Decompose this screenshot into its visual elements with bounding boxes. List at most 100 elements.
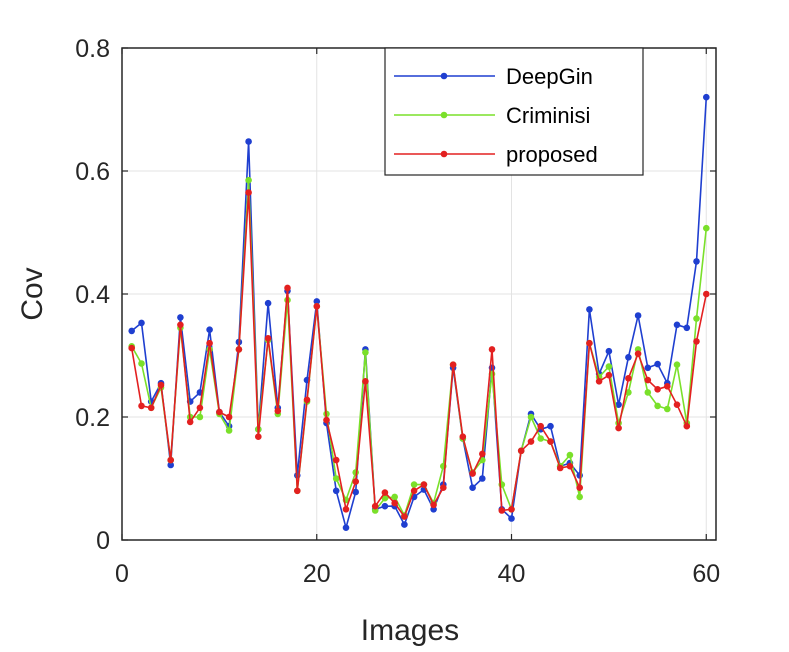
data-point-proposed xyxy=(138,402,145,410)
data-point-deepgin xyxy=(469,484,476,492)
data-point-proposed xyxy=(313,303,321,310)
data-point-criminisi xyxy=(138,360,145,367)
y-tick-label: 0 xyxy=(96,527,110,555)
y-tick-label: 0.4 xyxy=(75,281,110,309)
legend-label-deepgin: DeepGin xyxy=(506,64,593,89)
data-point-proposed xyxy=(664,383,671,390)
data-point-deepgin xyxy=(615,401,622,409)
data-point-deepgin xyxy=(479,475,486,482)
data-point-proposed xyxy=(147,404,155,412)
data-point-deepgin xyxy=(547,422,554,430)
data-point-proposed xyxy=(488,346,496,353)
data-point-proposed xyxy=(703,290,710,298)
data-point-proposed xyxy=(517,447,525,455)
x-tick-label: 0 xyxy=(115,560,129,588)
data-point-proposed xyxy=(362,378,369,385)
data-point-proposed xyxy=(556,464,564,472)
data-point-deepgin xyxy=(703,93,710,101)
data-point-proposed xyxy=(332,456,340,464)
data-point-proposed xyxy=(634,350,642,358)
data-point-deepgin xyxy=(625,354,632,361)
data-point-criminisi xyxy=(664,405,671,413)
data-point-proposed xyxy=(615,424,622,432)
data-point-proposed xyxy=(225,413,233,421)
y-tick-label: 0.2 xyxy=(75,404,110,432)
data-point-criminisi xyxy=(537,435,544,442)
data-point-proposed xyxy=(479,450,486,458)
data-point-proposed xyxy=(430,501,437,509)
data-point-criminisi xyxy=(196,413,204,421)
data-point-proposed xyxy=(284,284,291,292)
data-point-proposed xyxy=(644,376,652,384)
data-point-deepgin xyxy=(381,502,389,510)
y-tick-label: 0.8 xyxy=(75,35,110,63)
data-point-proposed xyxy=(303,396,311,404)
data-point-proposed xyxy=(547,438,554,445)
data-point-proposed xyxy=(157,381,165,389)
data-point-proposed xyxy=(401,513,408,520)
data-point-criminisi xyxy=(673,361,681,369)
data-point-proposed xyxy=(576,484,583,492)
data-point-proposed xyxy=(264,335,272,342)
data-point-deepgin xyxy=(654,360,661,368)
data-point-criminisi xyxy=(362,349,369,356)
legend: DeepGin Criminisi proposed xyxy=(384,47,644,176)
data-point-criminisi xyxy=(693,315,700,322)
data-point-proposed xyxy=(440,484,447,492)
x-tick-label: 40 xyxy=(498,560,526,588)
data-point-deepgin xyxy=(313,298,321,305)
data-point-deepgin xyxy=(332,487,340,495)
data-point-proposed xyxy=(683,422,691,430)
data-point-proposed xyxy=(245,189,252,196)
data-point-criminisi xyxy=(381,494,389,502)
data-point-deepgin xyxy=(634,312,642,319)
x-axis-title: Images xyxy=(361,614,459,647)
data-point-proposed xyxy=(508,506,515,513)
x-tick-label: 20 xyxy=(303,560,331,588)
data-point-proposed xyxy=(693,338,700,345)
data-point-proposed xyxy=(371,502,379,510)
data-point-deepgin xyxy=(128,327,135,335)
data-point-proposed xyxy=(586,339,593,347)
legend-marker-criminisi xyxy=(440,111,448,119)
legend-label-proposed: proposed xyxy=(506,142,598,167)
data-point-proposed xyxy=(625,375,632,382)
data-point-proposed xyxy=(673,401,681,409)
data-point-proposed xyxy=(449,361,457,369)
data-point-proposed xyxy=(498,507,506,514)
data-point-deepgin xyxy=(673,321,681,329)
data-point-deepgin xyxy=(138,319,145,327)
data-point-proposed xyxy=(595,378,603,385)
legend-marker-deepgin xyxy=(440,72,448,80)
data-point-deepgin xyxy=(605,347,613,355)
data-point-criminisi xyxy=(225,427,233,434)
data-point-criminisi xyxy=(644,389,652,396)
data-point-proposed xyxy=(527,438,535,445)
data-point-deepgin xyxy=(245,138,252,145)
data-point-criminisi xyxy=(703,224,710,232)
data-point-deepgin xyxy=(167,461,174,469)
y-tick-label: 0.6 xyxy=(75,158,110,186)
y-axis: 0 0.2 0.4 0.6 0.8 xyxy=(75,35,716,555)
data-point-criminisi xyxy=(566,451,574,459)
data-point-deepgin xyxy=(401,521,408,528)
data-point-criminisi xyxy=(391,493,399,501)
data-point-proposed xyxy=(420,481,428,488)
data-point-proposed xyxy=(274,407,282,415)
data-point-deepgin xyxy=(352,488,360,496)
data-point-deepgin xyxy=(508,515,515,522)
legend-label-criminisi: Criminisi xyxy=(506,103,590,128)
data-point-proposed xyxy=(177,321,184,329)
data-point-criminisi xyxy=(576,493,583,501)
data-point-proposed xyxy=(381,489,389,496)
data-point-deepgin xyxy=(342,524,350,531)
series-group xyxy=(128,93,710,531)
data-point-proposed xyxy=(605,371,613,379)
data-point-deepgin xyxy=(177,314,184,321)
data-point-proposed xyxy=(196,404,204,412)
data-point-proposed xyxy=(391,499,399,507)
data-point-deepgin xyxy=(693,258,700,265)
x-tick-label: 60 xyxy=(692,560,720,588)
data-point-proposed xyxy=(128,344,135,352)
